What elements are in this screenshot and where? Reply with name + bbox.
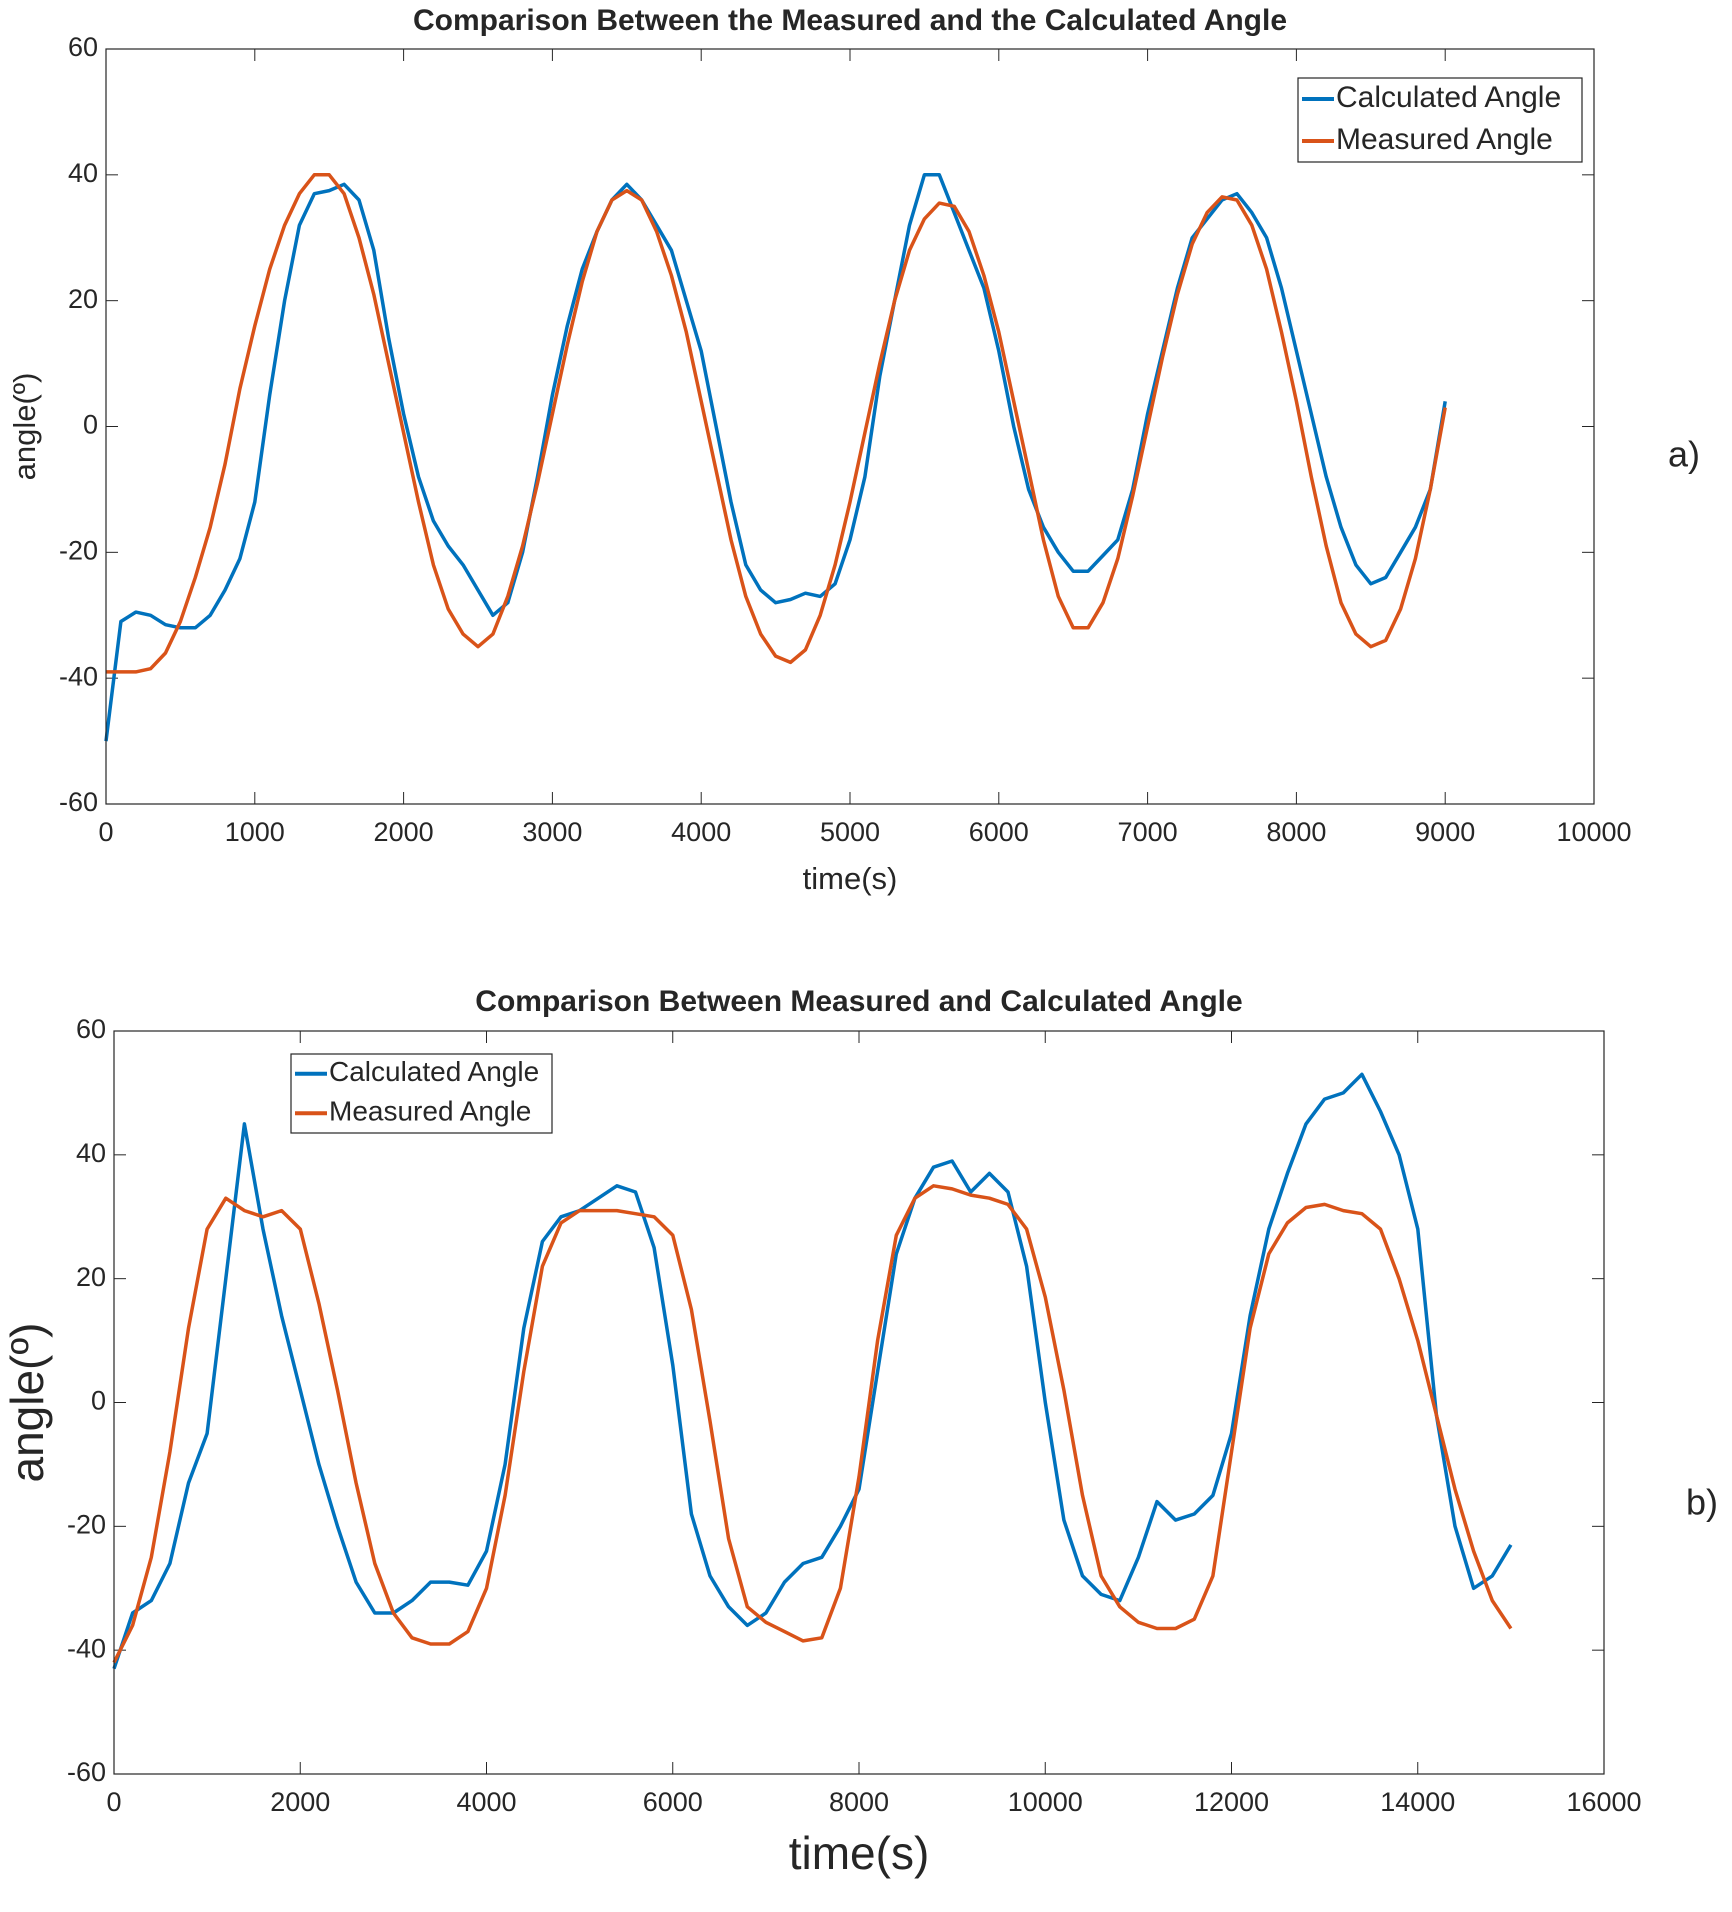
- x-tick-label: 0: [106, 1787, 121, 1817]
- x-tick-label: 16000: [1566, 1787, 1641, 1817]
- y-tick-label: 40: [76, 1138, 106, 1168]
- plot-frame: [113, 1030, 1605, 1775]
- panel-label: b): [1686, 1482, 1718, 1523]
- series-line: [106, 173, 1447, 674]
- y-axis-label: angle(º): [1, 1323, 53, 1483]
- x-tick-label: 6000: [643, 1787, 703, 1817]
- x-tick-label: 8000: [1266, 817, 1326, 847]
- x-axis-label: time(s): [803, 861, 898, 896]
- chart-title: Comparison Between the Measured and the …: [413, 4, 1287, 37]
- legend-label: Calculated Angle: [329, 1056, 539, 1087]
- x-tick-label: 5000: [820, 817, 880, 847]
- x-tick-label: 7000: [1118, 817, 1178, 847]
- y-tick-label: 20: [68, 284, 98, 314]
- x-tick-label: 9000: [1415, 817, 1475, 847]
- chart-title: Comparison Between Measured and Calculat…: [475, 985, 1242, 1018]
- x-tick-label: 14000: [1380, 1787, 1455, 1817]
- y-tick-label: 0: [83, 410, 98, 440]
- series-line: [112, 1072, 1513, 1670]
- x-tick-label: 2000: [374, 817, 434, 847]
- y-tick-label: 60: [76, 1014, 106, 1044]
- x-tick-label: 10000: [1556, 817, 1631, 847]
- series-line: [112, 1184, 1513, 1664]
- x-tick-label: 6000: [969, 817, 1029, 847]
- y-tick-label: -20: [67, 1509, 106, 1539]
- x-tick-label: 10000: [1008, 1787, 1083, 1817]
- x-tick-label: 3000: [522, 817, 582, 847]
- legend-label: Calculated Angle: [1336, 81, 1561, 114]
- y-tick-label: 20: [76, 1262, 106, 1292]
- x-tick-label: 8000: [829, 1787, 889, 1817]
- y-tick-label: 40: [68, 158, 98, 188]
- x-tick-label: 1000: [225, 817, 285, 847]
- legend-box: [290, 1053, 553, 1134]
- legend-label: Measured Angle: [1336, 123, 1553, 156]
- series-line: [104, 173, 1447, 742]
- x-tick-label: 4000: [456, 1787, 516, 1817]
- plot-frame: [105, 48, 1595, 805]
- panel-label: a): [1668, 434, 1700, 475]
- y-axis-label: angle(º): [7, 373, 42, 481]
- x-tick-label: 4000: [671, 817, 731, 847]
- x-tick-label: 0: [98, 817, 113, 847]
- x-tick-label: 2000: [270, 1787, 330, 1817]
- y-tick-label: -40: [67, 1633, 106, 1663]
- y-tick-label: -60: [67, 1757, 106, 1787]
- legend-label: Measured Angle: [329, 1096, 531, 1127]
- x-tick-label: 12000: [1194, 1787, 1269, 1817]
- y-tick-label: -20: [59, 535, 98, 565]
- y-tick-label: -40: [59, 661, 98, 691]
- legend-box: [1297, 77, 1583, 163]
- y-tick-label: -60: [59, 787, 98, 817]
- y-tick-label: 60: [68, 32, 98, 62]
- x-axis-label: time(s): [789, 1827, 930, 1879]
- y-tick-label: 0: [91, 1386, 106, 1416]
